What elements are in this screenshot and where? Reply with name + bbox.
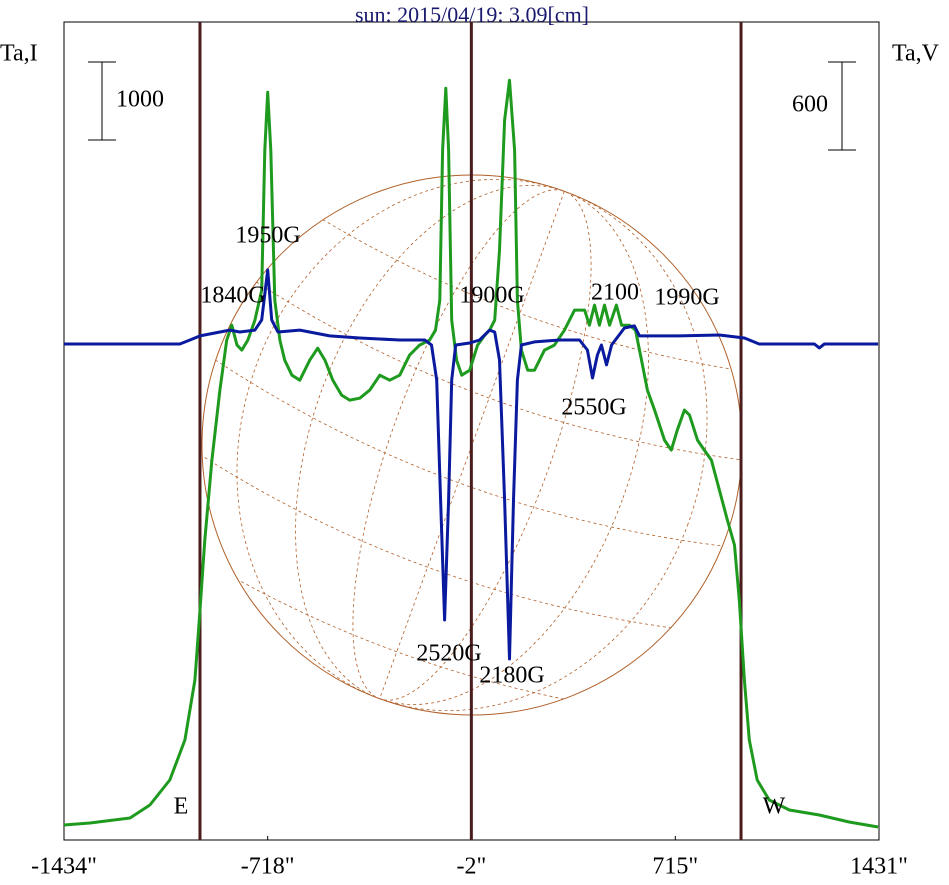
annotation: 1840G: [200, 283, 265, 309]
x-tick-label: -2": [456, 854, 486, 880]
x-tick-label: 1431": [850, 854, 908, 880]
series-line: [63, 78, 879, 829]
solar-disk: [143, 174, 803, 718]
scale-bar-y-label: 1000: [116, 86, 164, 112]
annotation: 2550G: [561, 395, 626, 421]
annotation: 1900G: [459, 283, 524, 309]
y2-axis-label: Ta,V: [892, 41, 940, 67]
scale-bar-y2-label: 600: [792, 91, 828, 117]
annotation: 1950G: [235, 223, 300, 249]
annotation: 2100: [591, 280, 639, 306]
x-tick-label: 715": [652, 854, 698, 880]
x-tick-label: -718": [241, 854, 295, 880]
annotation: W: [763, 794, 786, 820]
series-line: [64, 268, 879, 661]
annotation: 1990G: [654, 285, 719, 311]
annotation: 2180G: [479, 663, 544, 689]
x-tick-label: -1434": [31, 854, 97, 880]
annotation: 2520G: [416, 641, 481, 667]
y-axis-label: Ta,I: [0, 41, 38, 67]
annotation: E: [174, 794, 189, 820]
